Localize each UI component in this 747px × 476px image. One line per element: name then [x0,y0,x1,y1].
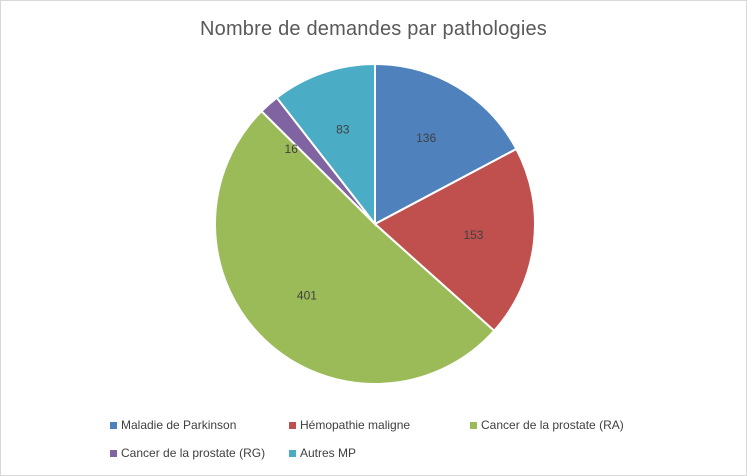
slice-parkinson [374,62,518,226]
data-label: 401 [297,288,317,302]
pie-data-labels: 136 153 401 16 83 [285,122,484,302]
slice-prostate-ra [214,109,496,385]
legend-label: Maladie de Parkinson [121,418,237,432]
legend-label: Hémopathie maligne [300,418,411,432]
legend-swatch [289,421,296,429]
legend-item-autres: Autres MP [289,446,356,460]
legend-item-prostate-ra: Cancer de la prostate (RA) [470,418,624,432]
pie-slices [214,62,536,385]
data-label: 83 [336,122,350,136]
legend-swatch [110,449,117,457]
legend-item-prostate-rg: Cancer de la prostate (RG) [110,446,265,460]
data-label: 16 [285,142,299,156]
legend-swatch [110,421,117,429]
legend-swatch [289,449,296,457]
legend-label: Cancer de la prostate (RG) [121,446,266,460]
data-label: 153 [463,228,483,242]
legend-item-parkinson: Maladie de Parkinson [110,418,236,432]
legend-label: Cancer de la prostate (RA) [481,418,624,432]
chart-title: Nombre de demandes par pathologies [199,18,547,40]
legend-swatch [470,421,477,429]
legend-item-hemopathie: Hémopathie maligne [289,418,410,432]
slice-autres [275,62,376,227]
legend-label: Autres MP [300,446,357,460]
data-label: 136 [416,131,436,145]
slice-hemopathie [373,147,536,333]
